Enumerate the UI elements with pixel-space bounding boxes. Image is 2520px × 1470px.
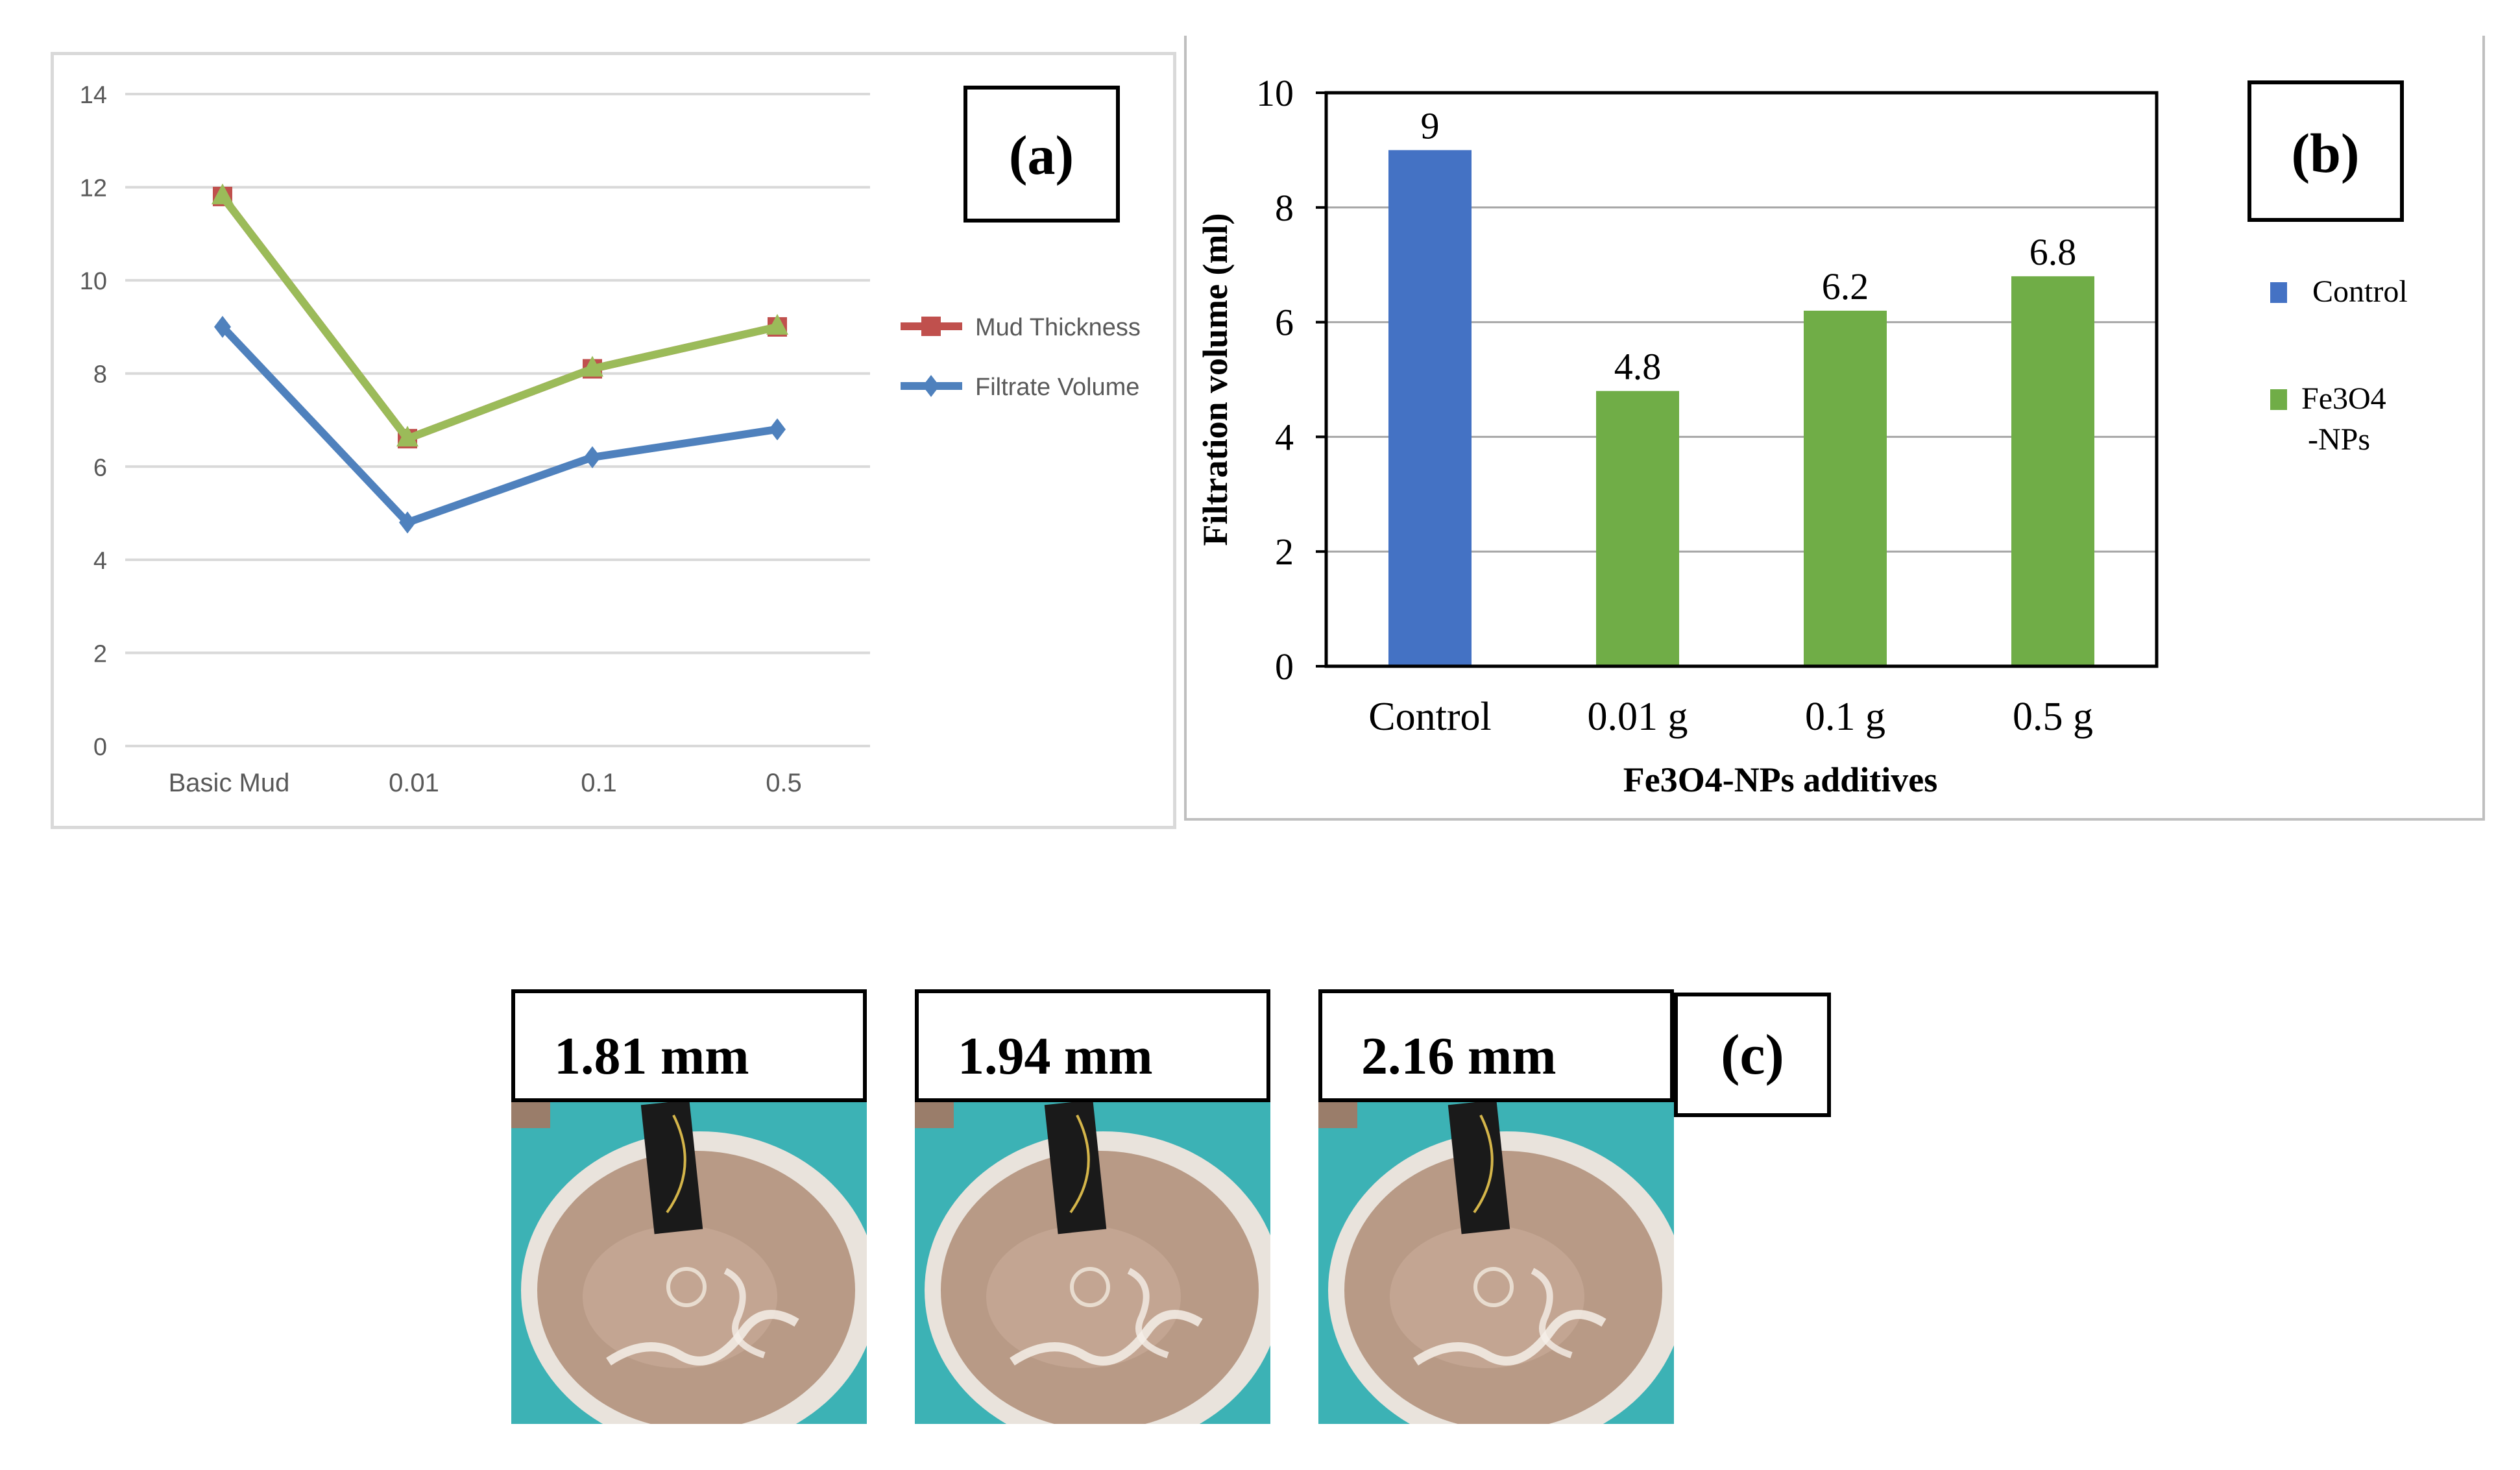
y-tick-label: 0 [93,734,107,761]
filtrate-volume-point [399,511,416,534]
bar-value-label: 6.2 [1822,265,1869,307]
legend: Mud Thickness Filtrate Volume [901,314,1141,401]
x-tick-label: 0.01 g [1588,695,1688,739]
bar-value-label: 6.8 [2029,231,2077,273]
y-tick-label: 6 [1275,302,1294,344]
legend-label: -NPs [2308,422,2370,457]
y-tick-label: 0 [1275,645,1294,688]
x-tick-label: 0.1 g [1805,695,1885,739]
bar [1804,310,1887,666]
panel-b-label-box [2247,80,2404,222]
photo-sample-3: 2.16 mm [1318,989,1674,1424]
bar-value-label: 9 [1421,104,1440,147]
bar-value-label: 4.8 [1614,346,1662,388]
legend-label: Mud Thickness [975,314,1141,341]
bar [1596,391,1679,666]
y-tick-label: 10 [80,268,107,295]
x-tick-label: Basic Mud [169,769,290,797]
y-axis-label: Filtration volume (ml) [1196,213,1235,546]
legend: Control Fe3O4 -NPs [2270,274,2408,457]
y-tick-label: 4 [1275,416,1294,458]
filtrate-volume-point [769,418,786,440]
y-tick-label: 2 [93,640,107,668]
legend-swatch [2270,282,2287,303]
mud-cake-photo [1318,1102,1674,1424]
legend-label: Control [2312,274,2408,309]
filtrate-volume-point [214,315,231,338]
legend-label: Fe3O4 [2301,381,2386,416]
line-chart-svg: 0 2 4 6 8 10 12 14 Basic Mud 0.01 0.1 0.5 (a) Mud … [80,82,1141,797]
y-tick-label: 8 [1275,187,1294,229]
x-tick-label: Control [1368,695,1491,739]
y-tick-label: 6 [93,454,107,481]
overlay-line [219,194,779,443]
y-tick-label: 14 [80,82,107,109]
legend-swatch [2270,389,2287,410]
overlay-point [766,313,788,335]
legend-marker [921,317,941,336]
legend-marker [923,375,939,397]
mud-cake-image [511,1102,867,1424]
photo-sample-2: 1.94 mm [915,989,1270,1424]
legend-label: Filtrate Volume [975,374,1139,401]
bar [2011,276,2094,666]
filtrate-volume-point [584,446,601,468]
thickness-label: 1.81 mm [511,989,867,1102]
y-tick-label: 4 [93,548,107,575]
mud-cake-image [915,1102,1270,1424]
y-tick-label: 12 [80,175,107,202]
filtrate-volume-line [219,324,778,527]
overlay-point [396,426,418,447]
x-tick-label: 0.1 [581,769,617,797]
thickness-label: 2.16 mm [1318,989,1674,1102]
plot-frame [1324,91,2159,668]
thickness-label: 1.94 mm [915,989,1270,1102]
panel-b-label: (b) [2291,122,2359,184]
overlay-point [212,183,234,204]
y-tick-label: 10 [1256,72,1294,114]
mud-cake-image [1318,1102,1674,1424]
overlay-point [581,355,603,377]
x-tick-label: 0.5 [766,769,802,797]
y-tick-label: 2 [1275,531,1294,573]
x-tick-label: 0.01 [389,769,439,797]
mud-cake-photo [511,1102,867,1424]
panel-a-line-chart: 0 2 4 6 8 10 12 14 Basic Mud 0.01 0.1 0.5 (a) Mud … [51,52,1176,829]
panel-a-label-box [963,86,1120,223]
bar [1388,150,1472,666]
mud-cake-photo [915,1102,1270,1424]
panel-c-label: (c) [1674,993,1831,1117]
x-tick-label: 0.5 g [2013,695,2093,739]
photo-sample-1: 1.81 mm [511,989,867,1424]
y-tick-label: 8 [93,361,107,389]
x-axis-label: Fe3O4-NPs additives [1623,760,1937,799]
panel-b-bar-chart: 9 4.8 6.2 6.8 0 2 4 6 8 10 Control 0.01 g 0.1 g 0.5… [1184,36,2485,821]
bar-chart-svg: 9 4.8 6.2 6.8 0 2 4 6 8 10 Control 0.01 g 0.1 g 0.5… [1196,72,2408,799]
panel-a-label: (a) [1009,124,1074,186]
